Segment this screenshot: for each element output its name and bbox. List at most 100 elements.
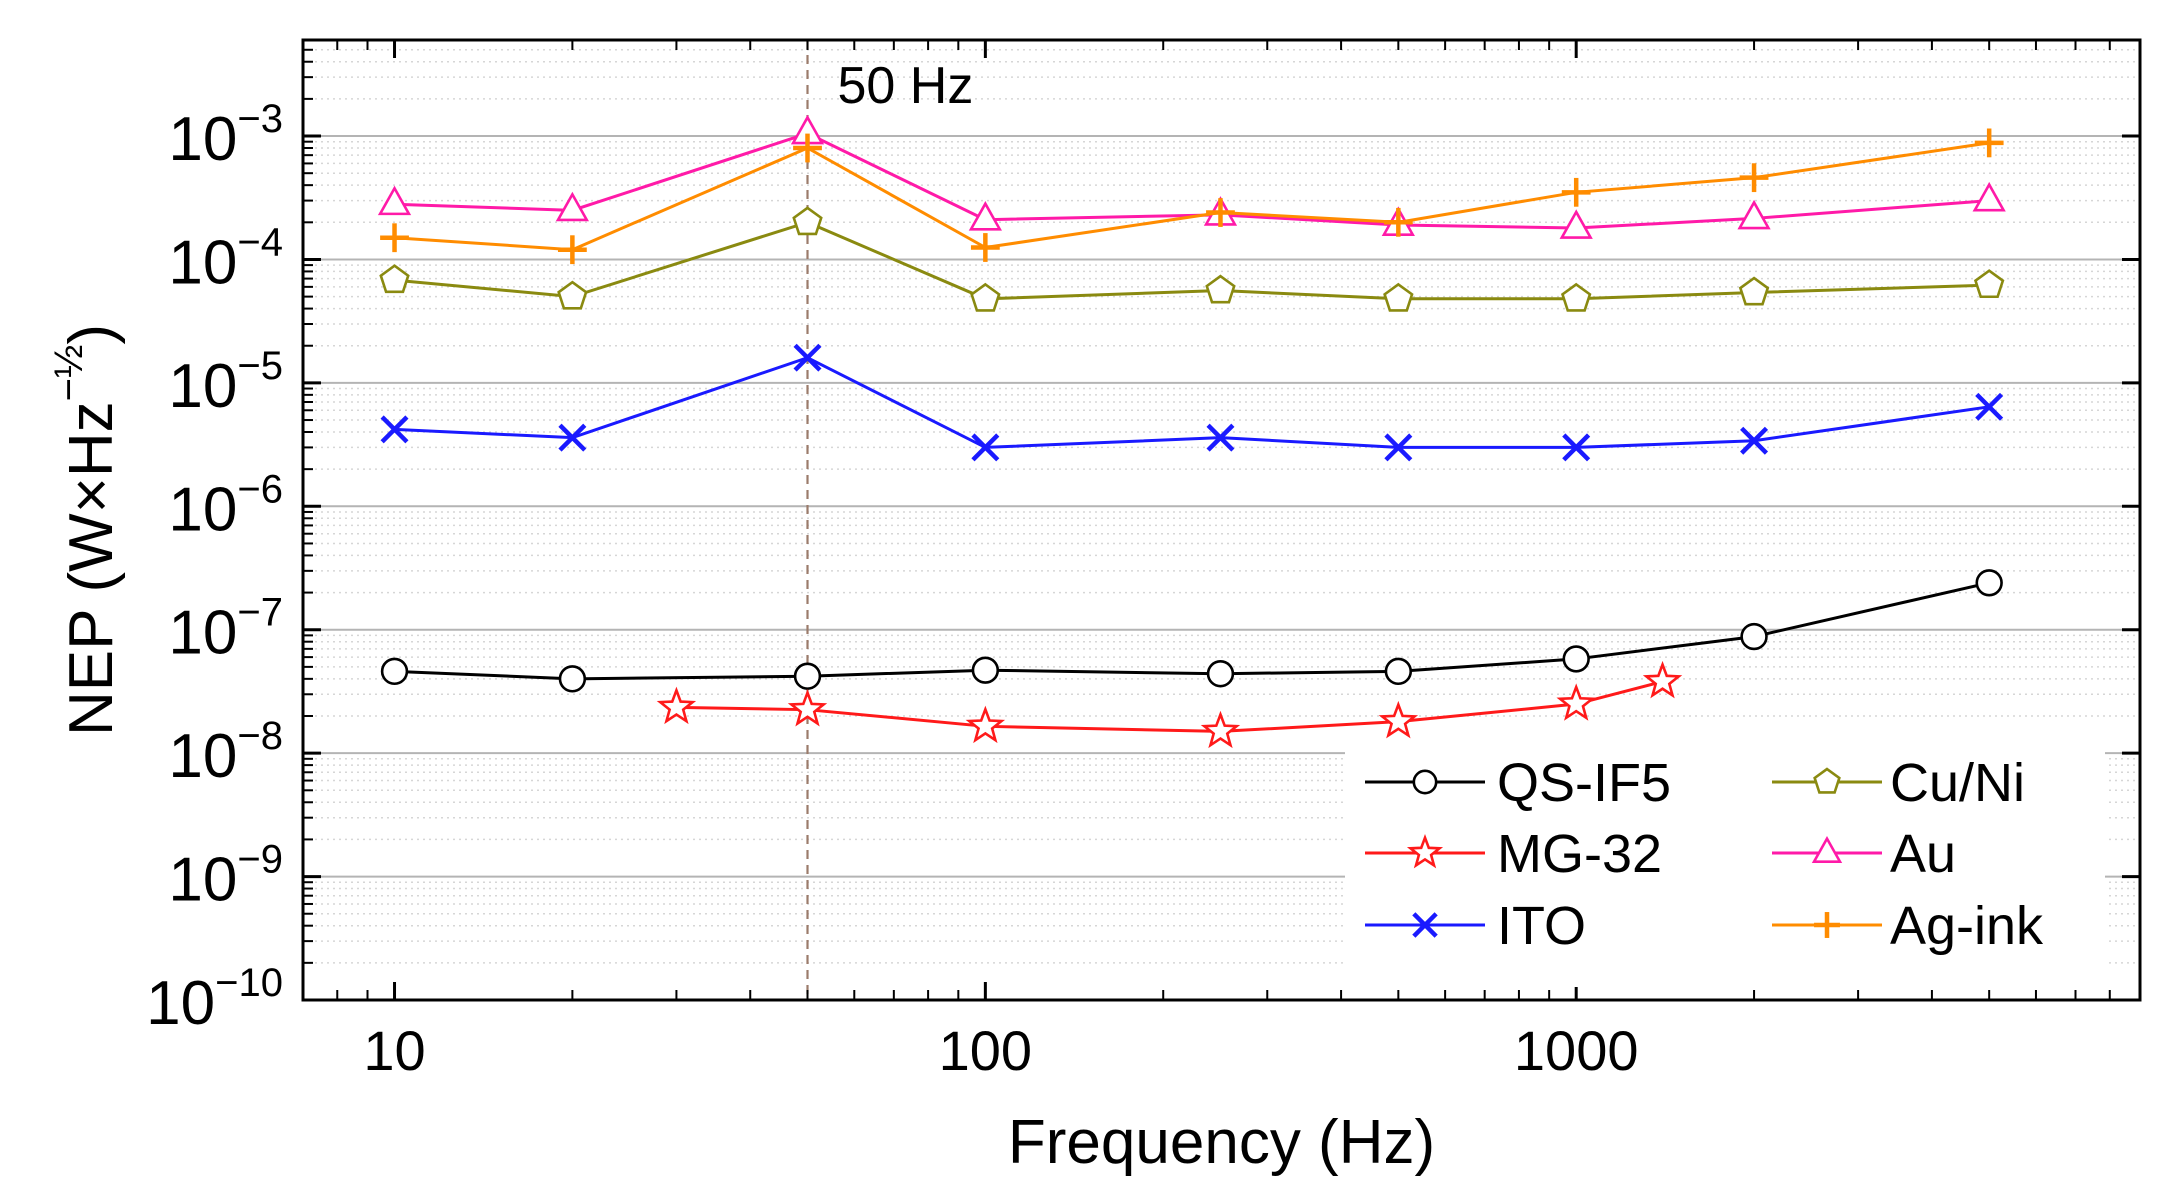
data-point-marker <box>379 264 410 294</box>
y-tick-label-exponent: −4 <box>237 220 283 264</box>
pentagon-marker <box>557 280 588 310</box>
y-axis-title-suffix: ) <box>57 324 126 345</box>
star-marker <box>656 686 697 725</box>
circle-marker <box>380 657 409 686</box>
circle-marker <box>971 656 1000 684</box>
triangle-marker <box>1737 199 1771 230</box>
data-point-marker <box>1738 276 1770 306</box>
circle-marker <box>1562 645 1590 673</box>
data-point-marker <box>1200 710 1241 749</box>
pentagon-marker <box>1738 276 1770 306</box>
data-point-marker <box>971 656 1000 684</box>
x-marker-stroke <box>1562 433 1591 462</box>
data-point-marker <box>555 191 590 222</box>
y-tick-label-exponent: −9 <box>237 838 283 882</box>
y-tick-label-exponent: −6 <box>237 467 283 511</box>
annotation-50hz-label: 50 Hz <box>837 57 973 115</box>
y-tick-label-exponent: −7 <box>237 591 283 635</box>
legend-item-cu-ni: Cu/Ni <box>1772 753 2025 813</box>
data-point-marker <box>1975 569 2003 597</box>
data-point-marker <box>787 688 828 727</box>
data-point-marker <box>1813 767 1841 794</box>
legend-label: Au <box>1890 824 1956 884</box>
circle-marker <box>1206 660 1235 688</box>
triangle-marker <box>1972 181 2006 212</box>
data-point-marker <box>1378 700 1419 739</box>
data-point-marker <box>965 705 1006 744</box>
y-tick-label: 10−8 <box>168 714 283 791</box>
data-point-marker <box>380 223 409 253</box>
circle-marker <box>1740 622 1768 651</box>
pentagon-marker <box>970 282 1001 312</box>
series-line-mg-32 <box>676 680 1663 733</box>
data-point-marker <box>1562 433 1591 462</box>
data-point-marker <box>793 343 822 372</box>
circle-marker <box>1412 769 1438 795</box>
circle-marker <box>1975 569 2003 597</box>
circle-marker <box>793 662 822 690</box>
legend-item-ag-ink: Ag-ink <box>1772 896 2044 956</box>
y-tick-label: 10−9 <box>168 838 283 915</box>
pentagon-marker <box>1205 274 1236 304</box>
data-point-marker <box>968 201 1002 231</box>
series-mg-32 <box>656 660 1683 749</box>
x-marker-stroke <box>380 415 409 444</box>
data-point-marker <box>377 185 412 216</box>
data-point-marker <box>1975 392 2004 421</box>
star-marker <box>1200 710 1241 749</box>
data-point-marker <box>380 657 409 686</box>
data-point-marker <box>1737 199 1771 230</box>
data-point-marker <box>1406 833 1444 869</box>
data-point-marker <box>1642 660 1683 699</box>
x-marker-stroke <box>971 433 1000 462</box>
y-tick-label: 10−3 <box>168 97 283 174</box>
series-line-ag-ink <box>394 141 1990 252</box>
pentagon-marker <box>1973 269 2005 299</box>
x-axis-title-text: Frequency (Hz) <box>1008 1108 1435 1177</box>
data-point-marker <box>1412 912 1438 938</box>
circle-marker <box>558 665 587 693</box>
data-point-marker <box>1383 282 1414 312</box>
pentagon-marker <box>792 206 823 236</box>
series-ito <box>380 343 2004 462</box>
data-point-marker <box>793 133 822 163</box>
legend-item-qs-if5: QS-IF5 <box>1365 753 1671 813</box>
data-point-marker <box>1562 645 1590 673</box>
y-tick-label-exponent: −10 <box>215 961 283 1005</box>
star-marker <box>787 688 828 727</box>
data-point-marker <box>380 415 409 444</box>
legend-label: Cu/Ni <box>1890 753 2025 813</box>
y-tick-label: 10−7 <box>168 591 283 668</box>
annotation-layer: 50 Hz <box>806 40 973 1000</box>
circle-marker <box>1384 657 1413 686</box>
y-tick-label-base: 10 <box>168 846 237 915</box>
y-axis-title-prefix: NEP (W×Hz <box>57 401 126 736</box>
data-point-marker <box>1412 769 1438 795</box>
x-tick-label: 1000 <box>1514 1019 1639 1082</box>
data-point-marker <box>792 206 823 236</box>
data-point-marker <box>793 662 822 690</box>
y-tick-label-exponent: −3 <box>237 97 283 141</box>
pentagon-marker <box>379 264 410 294</box>
data-point-marker <box>970 233 1000 262</box>
data-point-marker <box>1811 835 1843 863</box>
series-layer <box>377 114 2006 749</box>
triangle-marker <box>1559 209 1593 239</box>
x-marker-stroke <box>1206 423 1235 452</box>
legend-item-ito: ITO <box>1365 896 1586 956</box>
star-marker <box>1406 833 1444 869</box>
star-marker <box>1378 700 1419 739</box>
data-point-marker <box>1383 207 1413 237</box>
triangle-marker <box>1811 835 1843 863</box>
x-marker-stroke <box>1975 392 2004 421</box>
data-point-marker <box>1206 198 1235 227</box>
x-marker-stroke <box>1412 912 1438 938</box>
star-marker <box>1642 660 1683 699</box>
y-tick-label-base: 10 <box>168 228 237 297</box>
legend-label: MG-32 <box>1497 824 1662 884</box>
data-point-marker <box>1556 683 1596 721</box>
data-point-marker <box>1206 423 1235 452</box>
legend-item-au: Au <box>1772 824 1956 884</box>
